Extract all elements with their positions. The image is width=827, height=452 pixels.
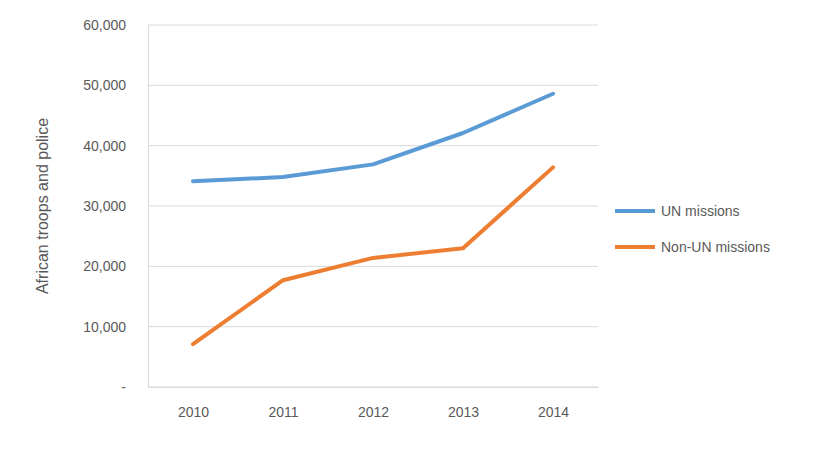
x-tick: 2014 (538, 387, 569, 420)
legend-swatch (615, 245, 655, 249)
legend: UN missions Non-UN missions (615, 203, 770, 255)
y-tick-label: 40,000 (83, 138, 126, 154)
y-tick-label: 60,000 (83, 17, 126, 33)
grid-line (148, 387, 598, 388)
y-tick-label: 10,000 (83, 319, 126, 335)
y-tick: 40,000 (83, 138, 148, 154)
plot-lines (193, 94, 553, 344)
x-tick-label: 2010 (178, 404, 209, 420)
x-axis-line (149, 387, 599, 388)
x-tick: 2011 (268, 387, 298, 420)
y-tick-label: 20,000 (83, 258, 126, 274)
grid-line (148, 206, 598, 207)
y-tick-label: 30,000 (83, 198, 126, 214)
y-axis: - 10,000 20,000 30,000 40,000 50,000 60,000 (83, 17, 148, 395)
x-tick: 2012 (358, 387, 389, 420)
y-tick: 50,000 (83, 77, 148, 93)
y-tick-label: - (121, 379, 126, 395)
y-axis-line (148, 26, 149, 388)
x-tick: 2010 (178, 387, 209, 420)
chart: - 10,000 20,000 30,000 40,000 50,000 60,000 201… (0, 0, 827, 452)
series-line (193, 167, 553, 344)
x-tick-label: 2011 (268, 404, 298, 420)
grid-line (148, 145, 598, 146)
legend-label: Non-UN missions (661, 239, 770, 255)
series-line (193, 94, 553, 181)
x-axis: 2010 2011 2012 2013 2014 (149, 387, 599, 420)
legend-label: UN missions (661, 203, 740, 219)
y-tick: 10,000 (83, 319, 148, 335)
legend-swatch (615, 209, 655, 213)
grid (148, 25, 598, 387)
y-tick-label: 50,000 (83, 77, 126, 93)
y-tick: 60,000 (83, 17, 148, 33)
y-tick: - (121, 379, 148, 395)
x-tick: 2013 (448, 387, 479, 420)
grid-line (148, 266, 598, 267)
grid-line (148, 25, 598, 26)
y-tick: 20,000 (83, 258, 148, 274)
y-tick: 30,000 (83, 198, 148, 214)
x-tick-label: 2012 (358, 404, 389, 420)
grid-line (148, 85, 598, 86)
y-axis-title: African troops and police (34, 118, 51, 294)
x-tick-label: 2013 (448, 404, 479, 420)
x-tick-label: 2014 (538, 404, 569, 420)
